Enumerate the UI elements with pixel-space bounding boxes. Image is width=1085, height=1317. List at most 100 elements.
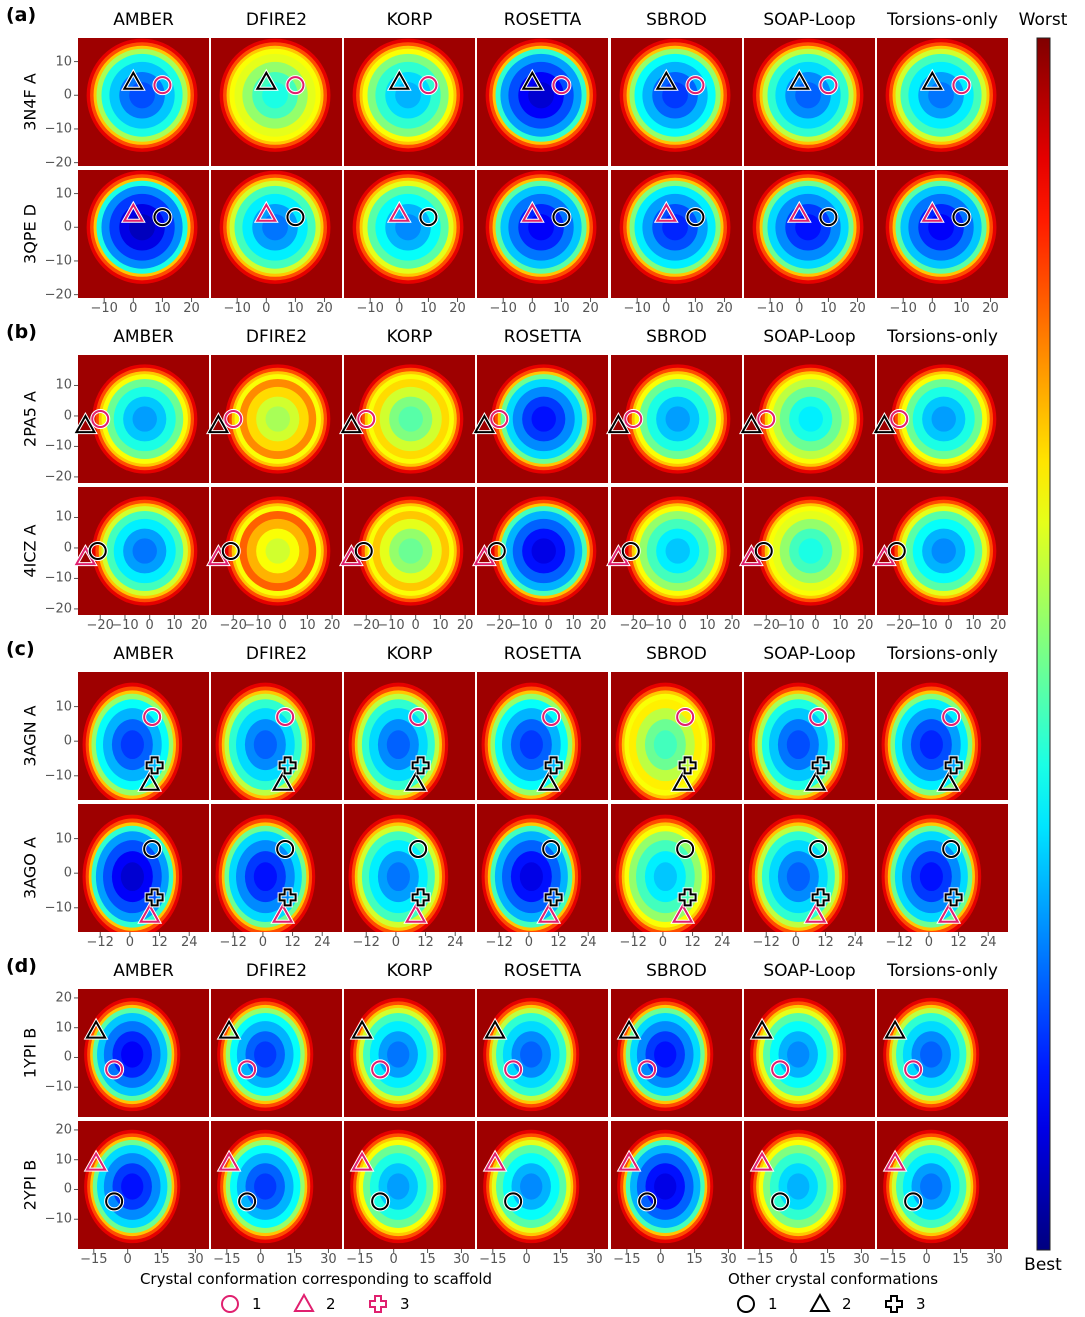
marker-circle-1 xyxy=(238,1060,257,1079)
column-title: KORP xyxy=(386,961,433,981)
heatmap-density xyxy=(132,538,157,564)
x-tick-label: 15 xyxy=(952,1252,969,1267)
x-tick-label: −20 xyxy=(619,618,647,633)
marker-triangle-2 xyxy=(740,414,763,434)
marker-triangle-2 xyxy=(521,202,544,222)
x-tick-label: −20 xyxy=(352,618,380,633)
marker-circle-1 xyxy=(819,208,838,227)
legend-other-number: 1 xyxy=(768,1295,778,1313)
x-tick-label: 15 xyxy=(552,1252,569,1267)
marker-cross-3 xyxy=(811,756,830,775)
row-label: 2YPI B xyxy=(20,1159,40,1211)
heatmap-density xyxy=(120,862,144,892)
marker-triangle-2 xyxy=(921,202,944,222)
marker-circle-1 xyxy=(224,410,243,428)
x-tick-label: 20 xyxy=(316,301,333,316)
marker-triangle-2 xyxy=(618,1151,640,1171)
x-tick-label: 15 xyxy=(286,1252,303,1267)
marker-triangle-2 xyxy=(671,903,694,923)
x-tick-label: 0 xyxy=(656,1252,665,1267)
heatmap-panel xyxy=(78,1121,209,1249)
x-tick-label: 30 xyxy=(453,1252,470,1267)
x-tick-label: 20 xyxy=(183,301,200,316)
marker-triangle-2 xyxy=(788,70,811,90)
marker-circle-1 xyxy=(409,839,428,858)
heatmap-density xyxy=(931,406,956,432)
y-tick-label: −10 xyxy=(44,570,72,586)
heatmap-density xyxy=(520,1173,543,1200)
x-tick-label: −15 xyxy=(613,1252,641,1267)
heatmap-panel xyxy=(78,989,209,1117)
heatmap-panel xyxy=(211,170,342,298)
legend-other-circle-icon xyxy=(737,1295,755,1313)
legend-other-triangle-icon xyxy=(809,1292,831,1312)
x-tick-label: 0 xyxy=(129,301,138,316)
marker-triangle-2 xyxy=(618,1019,640,1039)
x-tick-label: 0 xyxy=(789,1252,798,1267)
x-tick-label: 10 xyxy=(965,618,982,633)
heatmap-density xyxy=(919,730,943,760)
marker-triangle-2 xyxy=(884,1151,906,1171)
marker-triangle-2 xyxy=(537,903,560,923)
marker-triangle-2 xyxy=(218,1151,240,1171)
row-label: 3N4F A xyxy=(20,73,40,131)
marker-triangle-2 xyxy=(804,771,827,791)
x-tick-label: 0 xyxy=(258,935,268,950)
heatmap-density xyxy=(398,538,423,564)
x-tick-label: −12 xyxy=(219,935,247,950)
heatmap-panel xyxy=(211,38,342,166)
x-tick-label: −20 xyxy=(86,618,114,633)
marker-cross-3 xyxy=(278,888,297,907)
row-label: 2PA5 A xyxy=(20,391,40,447)
marker-circle-1 xyxy=(809,707,828,726)
marker-circle-1 xyxy=(221,542,240,560)
marker-cross-3 xyxy=(145,888,164,907)
heatmap-density xyxy=(398,406,423,432)
x-tick-label: 30 xyxy=(853,1252,870,1267)
marker-circle-1 xyxy=(904,1060,923,1079)
colorbar xyxy=(1036,37,1051,1251)
heatmap-density xyxy=(653,730,677,760)
x-tick-label: 0 xyxy=(524,935,534,950)
x-tick-label: −10 xyxy=(777,618,805,633)
x-tick-label: −10 xyxy=(510,618,538,633)
y-tick-label: −10 xyxy=(44,900,72,916)
marker-triangle-2 xyxy=(751,1151,773,1171)
heatmap-panel xyxy=(477,170,608,298)
y-tick-label: 10 xyxy=(55,699,72,715)
y-tick-label: 10 xyxy=(55,1020,72,1036)
x-tick-label: 20 xyxy=(856,618,874,633)
heatmap-density xyxy=(265,538,290,564)
panel-label: (a) xyxy=(6,4,37,26)
marker-circle-1 xyxy=(91,410,110,428)
x-tick-label: −12 xyxy=(619,935,647,950)
y-tick-label: 0 xyxy=(63,540,72,556)
marker-circle-1 xyxy=(686,76,705,95)
x-tick-label: −10 xyxy=(889,301,917,316)
x-tick-label: −12 xyxy=(485,935,513,950)
marker-circle-1 xyxy=(286,76,305,95)
marker-circle-1 xyxy=(771,1192,790,1211)
heatmap-panel xyxy=(78,170,209,298)
x-tick-label: −10 xyxy=(90,301,118,316)
x-tick-label: 10 xyxy=(299,618,316,633)
marker-cross-3 xyxy=(544,756,563,775)
legend-right-title: Other crystal conformations xyxy=(727,1270,939,1288)
marker-triangle-2 xyxy=(74,414,97,434)
heatmap-panel xyxy=(477,38,608,166)
marker-circle-1 xyxy=(419,208,438,227)
column-title: AMBER xyxy=(113,10,174,30)
x-tick-label: 0 xyxy=(922,1252,931,1267)
marker-triangle-2 xyxy=(751,1019,773,1039)
marker-triangle-2 xyxy=(655,70,678,90)
x-tick-label: 12 xyxy=(151,935,168,950)
marker-cross-3 xyxy=(544,888,563,907)
marker-circle-1 xyxy=(105,1060,124,1079)
marker-cross-3 xyxy=(944,756,963,775)
y-tick-label: 10 xyxy=(55,831,72,847)
heatmap-density xyxy=(798,406,823,432)
heatmap-density xyxy=(786,730,810,760)
heatmap-density xyxy=(387,1041,410,1068)
column-title: Torsions-only xyxy=(887,10,998,30)
heatmap-panel xyxy=(78,38,209,166)
